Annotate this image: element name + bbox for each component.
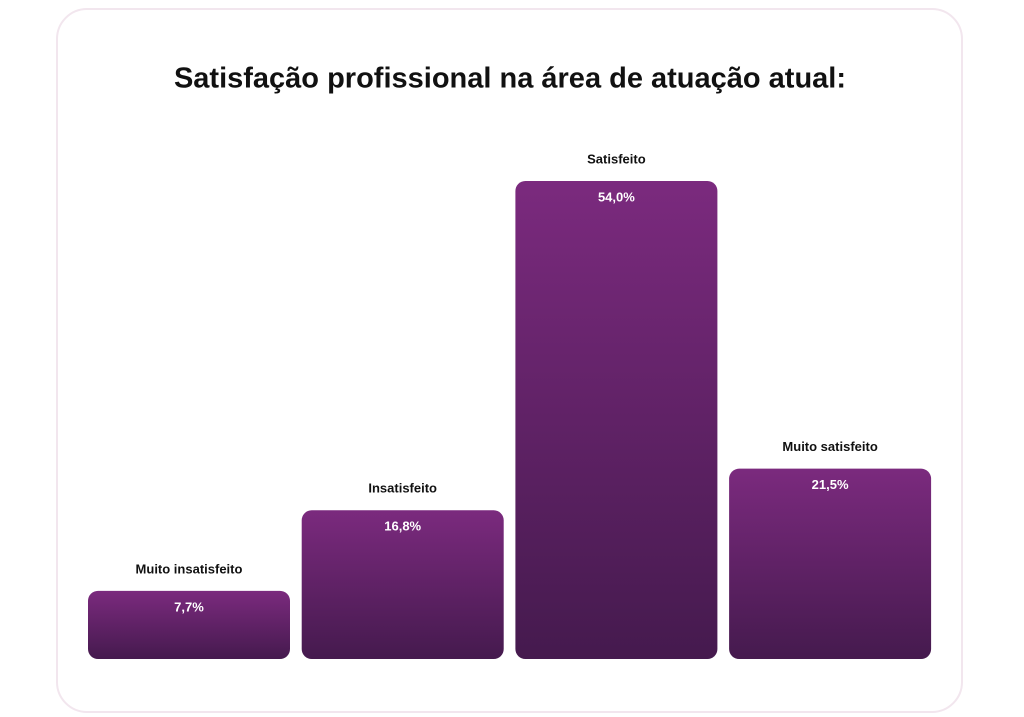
chart-title: Satisfação profissional na área de atuaç…: [174, 63, 846, 95]
category-label: Muito satisfeito: [782, 439, 877, 454]
category-label: Satisfeito: [587, 151, 646, 166]
bar: [301, 510, 504, 659]
value-label: 7,7%: [174, 599, 204, 614]
category-label: Muito insatisfeito: [136, 561, 243, 576]
value-label: 21,5%: [812, 477, 849, 492]
bar: [729, 468, 932, 659]
bar: [88, 590, 290, 659]
bar: [515, 181, 718, 659]
category-label: Insatisfeito: [368, 481, 437, 496]
value-label: 16,8%: [384, 519, 421, 534]
value-label: 54,0%: [598, 189, 635, 204]
